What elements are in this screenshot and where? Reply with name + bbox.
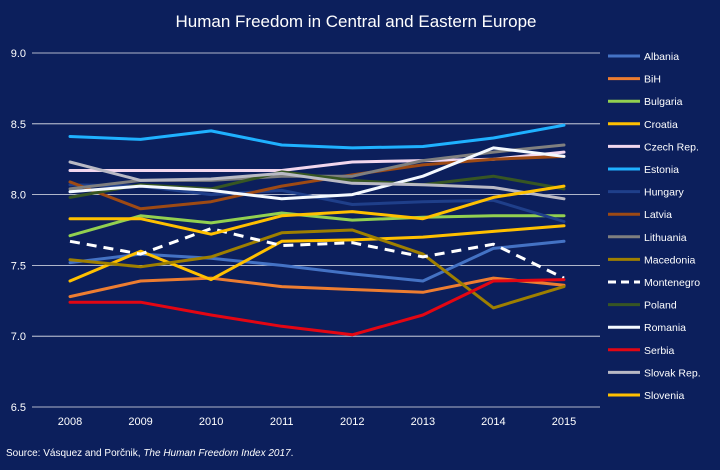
- legend-label: Estonia: [644, 164, 679, 176]
- legend-label: Latvia: [644, 209, 672, 221]
- y-tick-label: 8.0: [11, 190, 26, 202]
- x-tick-label: 2008: [58, 416, 82, 428]
- chart-title: Human Freedom in Central and Eastern Eur…: [176, 12, 537, 31]
- x-axis-ticks: 2008 2009 2010 2011 2012 2013 2014 2015: [58, 416, 576, 428]
- series-line: [68, 160, 566, 201]
- legend-label: Lithuania: [644, 232, 687, 244]
- series-line: [68, 278, 566, 337]
- series-line: [68, 123, 566, 150]
- series-line: [68, 239, 566, 283]
- legend-label: Albania: [644, 51, 679, 63]
- y-tick-label: 7.0: [11, 331, 26, 343]
- series-line: [68, 150, 566, 172]
- y-tick-label: 8.5: [11, 119, 26, 131]
- series-line: [68, 146, 566, 201]
- series-line: [68, 184, 566, 236]
- x-tick-label: 2015: [552, 416, 576, 428]
- series-line: [68, 170, 566, 199]
- y-axis-ticks: 6.5 7.0 7.5 8.0 8.5 9.0: [11, 48, 26, 414]
- series-line: [68, 224, 566, 283]
- source-prefix: Source: Vásquez and Porčnik,: [6, 448, 143, 459]
- x-tick-label: 2009: [128, 416, 152, 428]
- source-title: The Human Freedom Index 2017: [143, 448, 291, 459]
- legend-label: Croatia: [644, 119, 678, 131]
- series-lines: [68, 123, 566, 337]
- series-line: [68, 276, 566, 299]
- legend-label: Poland: [644, 300, 677, 312]
- x-tick-label: 2012: [340, 416, 364, 428]
- legend-label: Czech Rep.: [644, 141, 699, 153]
- legend-label: Slovak Rep.: [644, 367, 701, 379]
- series-line: [68, 154, 566, 211]
- source-suffix: .: [291, 448, 294, 459]
- legend-label: Romania: [644, 322, 686, 334]
- y-tick-label: 9.0: [11, 48, 26, 60]
- legend-label: BiH: [644, 74, 661, 86]
- legend-label: Serbia: [644, 345, 675, 357]
- y-tick-label: 7.5: [11, 260, 26, 272]
- y-tick-label: 6.5: [11, 402, 26, 414]
- legend-label: Bulgaria: [644, 96, 683, 108]
- legend: Albania BiH Bulgaria Croatia Czech Rep. Eston…: [608, 51, 701, 402]
- x-tick-label: 2010: [199, 416, 223, 428]
- x-tick-label: 2014: [481, 416, 505, 428]
- source-note: Source: Vásquez and Porčnik, The Human F…: [6, 448, 293, 459]
- legend-label: Macedonia: [644, 254, 696, 266]
- x-tick-label: 2011: [270, 416, 294, 428]
- series-line: [68, 211, 566, 238]
- legend-label: Montenegro: [644, 277, 700, 289]
- legend-label: Slovenia: [644, 390, 684, 402]
- x-tick-label: 2013: [411, 416, 435, 428]
- legend-label: Hungary: [644, 187, 684, 199]
- series-line: [68, 228, 566, 310]
